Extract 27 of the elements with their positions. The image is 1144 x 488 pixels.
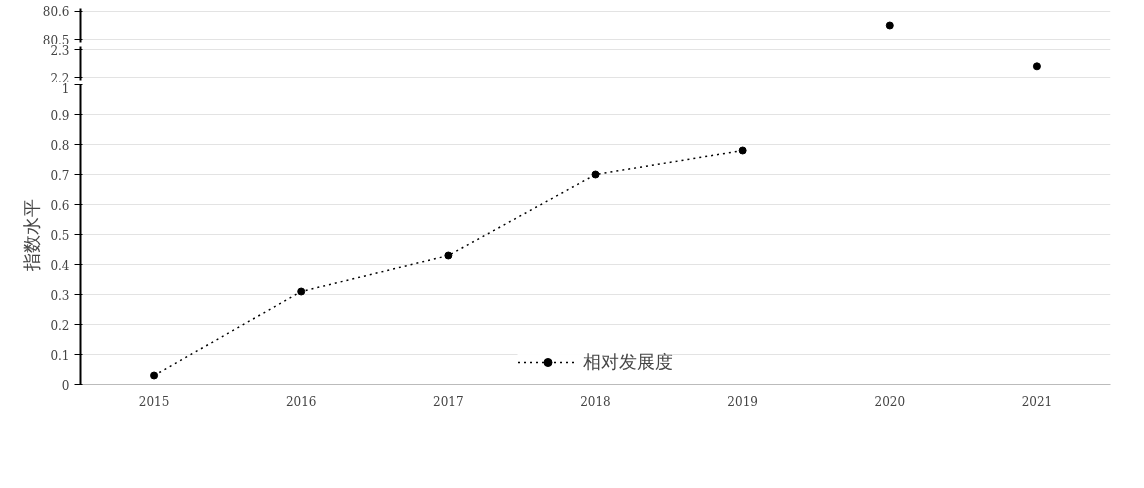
legend-label: 相对发展度 — [582, 350, 673, 374]
point — [444, 251, 453, 260]
x-tick-label: 2018 — [580, 394, 611, 409]
y-tick-label: 0 — [61, 378, 70, 393]
y-tick-label: 0.3 — [50, 288, 70, 303]
y-tick-label: 0.6 — [50, 198, 70, 213]
x-tick-label: 2017 — [433, 394, 464, 409]
y-axis-title: 指数水平 — [21, 198, 43, 272]
point — [738, 146, 747, 155]
x-tick-label: 2021 — [1021, 394, 1053, 409]
y-tick-label: 0.5 — [50, 228, 70, 243]
x-tick-label: 2016 — [285, 394, 317, 409]
point — [297, 287, 306, 296]
y-tick-label: 0.2 — [50, 318, 70, 333]
x-tick-label: 2019 — [727, 394, 758, 409]
y-tick-label: 0.8 — [50, 138, 70, 153]
point — [150, 371, 159, 380]
y-tick-label: 0.9 — [50, 108, 70, 123]
x-tick-label: 2015 — [138, 394, 170, 409]
x-tick-label: 2020 — [874, 394, 906, 409]
y-tick-label: 0.1 — [50, 348, 70, 363]
y-tick-label: 0.4 — [50, 258, 70, 273]
y-tick-label: 80.6 — [42, 5, 70, 20]
point — [591, 170, 600, 179]
y-tick-label: 1 — [61, 81, 70, 96]
y-tick-label: 2.3 — [50, 43, 70, 58]
y-tick-label: 0.7 — [50, 168, 70, 183]
